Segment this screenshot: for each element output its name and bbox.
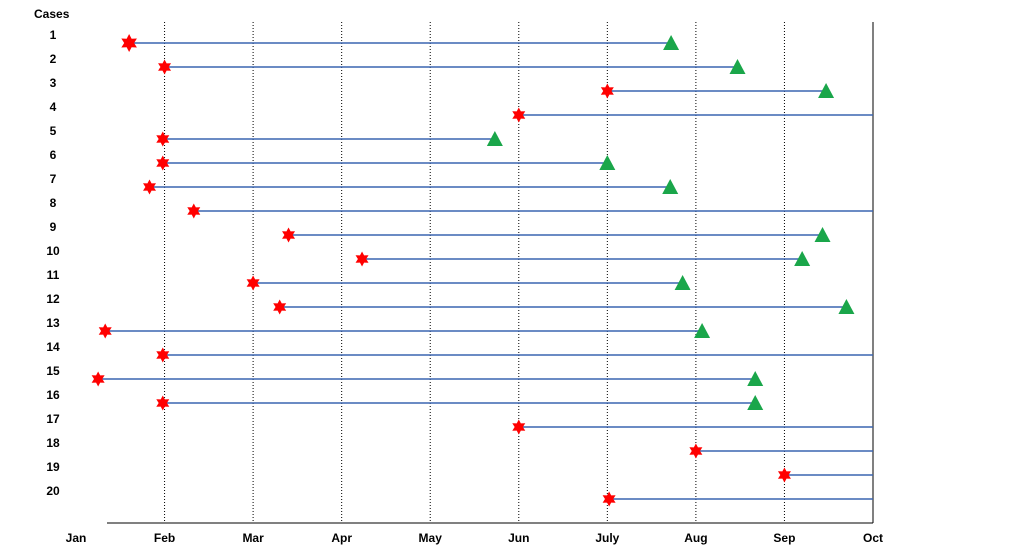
start-marker-11 [246,275,260,291]
start-marker-12 [273,299,287,315]
start-marker-19 [777,467,791,483]
start-marker-18 [689,443,703,459]
end-marker-12 [838,299,855,314]
case-label-6: 6 [50,148,57,162]
axis-labels: Jan Feb Mar Apr May Jun July Aug Sep Oct123456789… [46,28,883,545]
start-marker-6 [156,155,170,171]
end-marker-11 [674,275,691,290]
start-marker-9 [282,227,296,243]
end-marker-3 [818,83,835,98]
start-marker-7 [143,179,156,195]
case-label-11: 11 [47,268,60,282]
start-marker-10 [355,251,369,267]
x-tick-label-may: May [419,531,443,545]
x-tick-label-mar: Mar [242,531,264,545]
end-marker-9 [814,227,831,242]
case-label-10: 10 [46,244,60,258]
case-label-8: 8 [50,196,57,210]
case-markers [91,34,855,507]
case-label-15: 15 [46,364,60,378]
end-marker-15 [747,371,764,386]
start-marker-4 [512,107,526,123]
start-marker-14 [156,347,170,363]
x-tick-label-sep: Sep [773,531,795,545]
case-label-5: 5 [50,124,57,138]
start-marker-1 [121,34,137,52]
case-label-17: 17 [46,412,60,426]
x-tick-label-july: July [595,531,619,545]
end-marker-7 [662,179,679,194]
case-label-7: 7 [50,172,57,186]
end-marker-13 [694,323,711,338]
x-tick-label-jan: Jan [66,531,87,545]
x-tick-label-jun: Jun [508,531,529,545]
start-marker-13 [98,323,112,339]
end-marker-6 [599,155,616,170]
case-label-14: 14 [46,340,60,354]
end-marker-2 [729,59,746,74]
end-marker-10 [794,251,811,266]
case-label-13: 13 [46,316,60,330]
case-lines [98,42,873,500]
case-label-12: 12 [46,292,60,306]
x-tick-label-feb: Feb [154,531,175,545]
case-label-18: 18 [46,436,60,450]
gridlines [164,22,785,523]
start-marker-15 [91,371,105,387]
case-label-16: 16 [46,388,60,402]
start-marker-2 [158,59,172,75]
x-tick-label-oct: Oct [863,531,883,545]
start-marker-17 [512,419,526,435]
case-label-9: 9 [50,220,57,234]
start-marker-20 [602,491,616,507]
end-marker-16 [747,395,764,410]
end-marker-1 [663,35,680,50]
start-marker-5 [156,131,170,147]
case-label-1: 1 [50,28,57,42]
y-axis-title: Cases [34,7,70,21]
x-tick-label-aug: Aug [684,531,707,545]
case-label-4: 4 [50,100,57,114]
case-label-19: 19 [46,460,60,474]
start-marker-16 [156,395,170,411]
start-marker-8 [187,203,201,219]
axes [107,22,874,524]
x-tick-label-apr: Apr [331,531,352,545]
case-label-3: 3 [50,76,57,90]
case-label-2: 2 [50,52,57,66]
end-marker-5 [486,131,503,146]
case-label-20: 20 [46,484,60,498]
start-marker-3 [600,83,614,99]
